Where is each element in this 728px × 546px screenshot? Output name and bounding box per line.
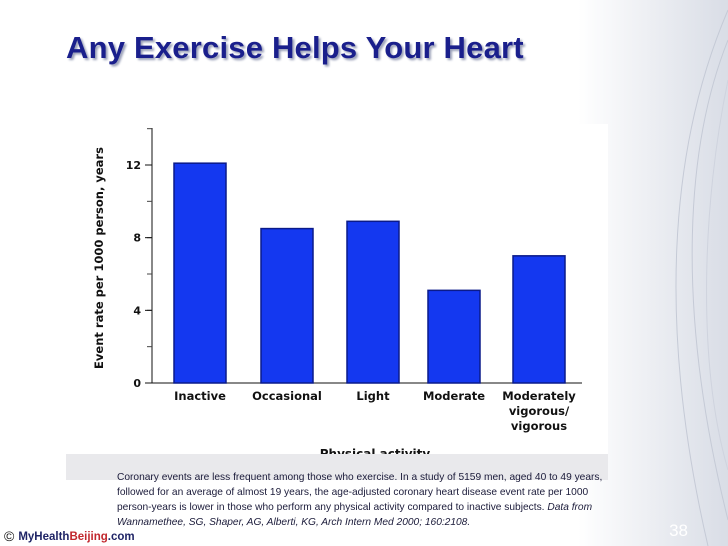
x-tick-label: vigorous/: [509, 404, 570, 418]
y-axis-label: Event rate per 1000 person, years: [92, 147, 106, 369]
slide-title: Any Exercise Helps Your Heart: [66, 30, 524, 65]
y-tick-label: 12: [126, 159, 141, 172]
x-tick-label: Inactive: [174, 389, 226, 403]
caption-source: Data from Wannamethee, SG, Shaper, AG, A…: [117, 502, 593, 528]
bar: [260, 227, 314, 384]
page-number: 38: [669, 521, 688, 540]
bar: [427, 289, 481, 384]
brand-mid: Beijing: [69, 531, 108, 543]
copyright-symbol: ©: [4, 528, 15, 544]
x-tick-label: Moderate: [423, 389, 485, 403]
caption-panel: [66, 454, 608, 480]
caption: Coronary events are less frequent among …: [117, 470, 607, 530]
bar: [512, 255, 566, 384]
x-tick-label: vigorous: [511, 419, 567, 433]
caption-text: Coronary events are less frequent among …: [117, 472, 603, 513]
brand-post: .com: [107, 531, 135, 543]
x-tick-label: Moderately: [502, 389, 576, 403]
side-line-pattern: [675, 9, 728, 546]
x-tick-label: Occasional: [252, 389, 322, 403]
y-tick-label: 4: [133, 304, 141, 317]
y-tick-label: 8: [133, 232, 141, 245]
footer-brand: © MyHealthBeijing.com: [4, 528, 135, 544]
bar: [173, 162, 227, 384]
brand-pre: MyHealth: [18, 531, 70, 543]
x-tick-label: Light: [356, 389, 390, 403]
y-tick-label: 0: [133, 377, 141, 390]
bar: [346, 220, 400, 384]
